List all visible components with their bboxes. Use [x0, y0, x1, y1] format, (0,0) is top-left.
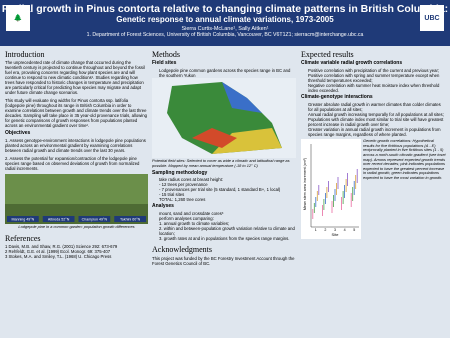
- map-region: [212, 128, 282, 155]
- heading: References: [5, 233, 41, 243]
- heading: Expected results: [301, 50, 354, 59]
- label-box: [114, 216, 146, 223]
- affiliation: 1. Department of Forest Sciences, Univer…: [86, 32, 364, 38]
- x-tick-label: 4: [344, 228, 346, 232]
- heading: Introduction: [5, 50, 45, 59]
- photo: [5, 204, 148, 225]
- y-label: Mean stem area increment (cm²): [303, 158, 307, 210]
- list-item: Positive correlation with precipitation …: [308, 68, 446, 73]
- x-tick-label: 1: [315, 228, 317, 232]
- list-item: - 7 provenances per trial site (5 standa…: [159, 187, 296, 192]
- logo-ubc: UBC: [420, 5, 444, 31]
- paragraph: This project was funded by the BC Forest…: [152, 255, 295, 266]
- label-box: [7, 216, 39, 223]
- list-item: 1. Assess genotype-environment interacti…: [5, 138, 146, 154]
- caption: Genetic growth correlations: Hypothetica…: [363, 138, 446, 181]
- photo-label: Champion 49°N: [82, 218, 108, 222]
- list-item: 1. annual growth to climate variables;: [159, 221, 296, 226]
- reference: 2 Rehfeldt, G.E. et al. (1999) Ecol. Mon…: [5, 249, 111, 255]
- map-region: [222, 82, 262, 114]
- list-item: 2. Assess the potential for expansion/co…: [5, 156, 140, 172]
- heading: Climate variable radial growth correlati…: [301, 60, 403, 67]
- heading: Analyses: [152, 203, 174, 210]
- list-item: TOTAL: 1,260 tree cores: [159, 197, 296, 202]
- x-label: Site: [332, 232, 340, 237]
- paragraph: This study will evaluate ring widths for…: [5, 98, 147, 129]
- list-item: 2. within and between-population growth …: [159, 226, 296, 236]
- list-item: 3. growth rates at and in populations fr…: [159, 236, 296, 241]
- list-item: - 15 trial sites: [159, 192, 296, 197]
- photo-label: Manning 49°N: [11, 218, 34, 222]
- heading: Sampling methodology: [152, 169, 208, 176]
- list-item: take radius cores at breast height:: [159, 177, 296, 182]
- logo-tree: 🌲: [6, 5, 30, 31]
- list-item: Annual radial growth increasing temporal…: [308, 112, 446, 117]
- list-item: Greater variation in annual radial growt…: [308, 127, 446, 137]
- heading: Acknowledgments: [152, 245, 212, 255]
- reference: 3 Stokes, M.A. and Smiley, T.L. (1968) U…: [5, 254, 112, 260]
- chart-bg: [301, 139, 361, 240]
- list-item: mount, sand and crossdate cores³: [159, 211, 296, 216]
- chart: Mean stem area increment (cm²) 1 2 3 4 5 Sit…: [301, 139, 361, 240]
- x-tick-label: 2: [324, 228, 326, 232]
- list-item: - 12 trees per provenance: [159, 182, 296, 187]
- x-tick-label: 3: [334, 228, 336, 232]
- list-item: Positive correlation with spring and sum…: [308, 73, 446, 83]
- reference: 1 Davis, M.B. and Shaw, R.G. (2001) Scie…: [5, 244, 118, 250]
- heading: Climate-genotype interactions: [301, 94, 373, 101]
- heading: Objectives: [5, 130, 31, 137]
- list-item: Negative correlation with summer heat mo…: [308, 83, 446, 93]
- label-box: [42, 216, 75, 223]
- title: Radial growth in Pinus contorta relative…: [1, 3, 449, 15]
- map: [152, 78, 296, 159]
- heading: Methods: [152, 50, 180, 59]
- map-region: [192, 128, 237, 149]
- photo-label: Albreda 52°N: [48, 218, 70, 222]
- subtitle: Genetic response to annual climate varia…: [116, 15, 334, 24]
- caption: Potential field sites: Selected to cover…: [152, 158, 290, 168]
- caption: Lodgepole pine in a common garden: popul…: [18, 224, 135, 230]
- x-tick-label: 5: [353, 228, 355, 232]
- list-item: perform analyses comparing:: [159, 216, 296, 221]
- photo-label: Takhini 60°N: [120, 218, 141, 222]
- header: 🌲 Radial growth in Pinus contorta relati…: [0, 0, 450, 46]
- list-item: Lodgepole pine common gardens across the…: [159, 68, 296, 78]
- paragraph: The unprecedented rate of climate change…: [5, 60, 145, 96]
- photo-strip: Manning 49°N Albreda 52°N Champion 49°N Tak…: [5, 174, 148, 225]
- column-right: Expected results Climate variable radial…: [301, 50, 446, 336]
- list-item: Greater absolute radial growth in warmer…: [308, 102, 446, 112]
- heading: Field sites: [152, 60, 177, 67]
- authors: Sierra Curtis-McLane¹, Sally Aitken¹: [181, 26, 269, 32]
- label-box: [78, 216, 111, 223]
- column-left: Introduction The unprecedented rate of c…: [5, 50, 148, 336]
- column-middle: Methods Field sites Lodgepole pine commo…: [152, 50, 296, 336]
- list-item: Populations with climate index most simi…: [308, 117, 446, 127]
